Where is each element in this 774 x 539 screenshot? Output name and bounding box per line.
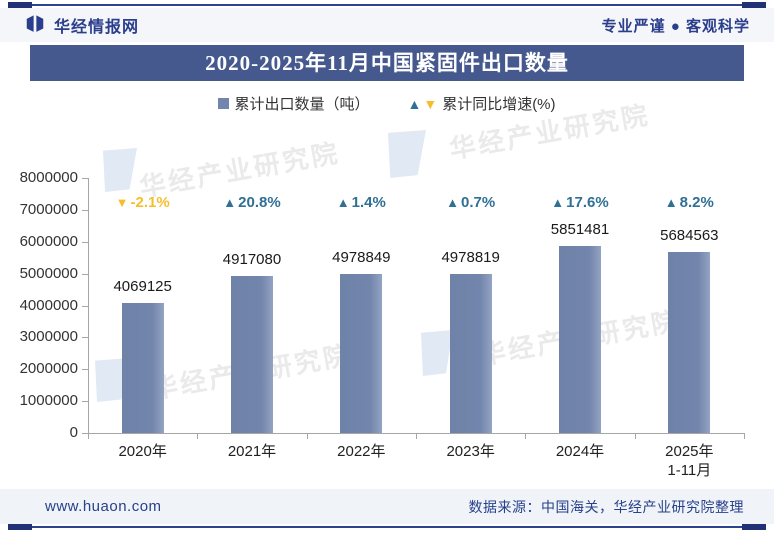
y-axis-tick — [82, 401, 88, 403]
bar-value-label: 5851481 — [550, 221, 610, 238]
top-border-cap-left — [8, 2, 32, 8]
brand: 华经情报网 — [24, 13, 139, 37]
brand-name: 华经情报网 — [54, 19, 140, 36]
data-source-note: 数据来源：中国海关，华经产业研究院整理 — [468, 498, 744, 515]
bar-value-label: 4978849 — [332, 249, 391, 266]
y-axis-tick — [82, 273, 88, 275]
up-triangle-icon: ▲ — [446, 195, 459, 210]
y-axis-tick — [82, 433, 88, 434]
y-axis-label: 1000000 — [19, 392, 78, 410]
bar — [449, 274, 492, 433]
y-axis-tick — [82, 305, 88, 307]
bar-value-label: 4978819 — [441, 249, 500, 266]
y-axis-label: 5000000 — [19, 264, 78, 282]
top-border-cap-right — [742, 2, 766, 8]
bar — [231, 276, 273, 433]
y-axis-tick — [82, 209, 88, 211]
watermark-flag-icon — [421, 330, 453, 376]
up-triangle-icon: ▲ — [407, 95, 422, 112]
watermark-flag-icon — [388, 130, 426, 178]
x-axis-tick — [525, 433, 527, 439]
bar-value-label: 5684563 — [660, 227, 719, 244]
up-triangle-icon: ▲ — [336, 195, 350, 210]
bottom-border-cap-left — [8, 524, 32, 530]
x-axis-tick — [416, 433, 417, 439]
bar — [340, 274, 383, 433]
legend-bars-label: 累计出口数量（吨） — [234, 96, 370, 113]
y-axis-label: 0 — [69, 424, 78, 441]
growth-marker: ▲ 0.7% — [446, 194, 496, 211]
chart-title: 2020-2025年11月中国紧固件出口数量 — [205, 51, 569, 75]
footer-bar: www.huaon.com 数据来源：中国海关，华经产业研究院整理 — [0, 489, 774, 524]
y-axis-label: 2000000 — [19, 360, 78, 378]
up-triangle-icon: ▲ — [223, 195, 237, 210]
growth-marker: ▼ -2.1% — [115, 194, 170, 211]
x-axis-label: 2023年 — [446, 443, 495, 460]
x-axis-tick — [88, 433, 89, 439]
x-axis-label: 2022年 — [337, 443, 386, 460]
header-slogan: 专业严谨 ● 客观科学 — [601, 17, 750, 35]
bar-value-label: 4917080 — [222, 251, 282, 268]
y-axis-tick — [82, 337, 88, 339]
x-axis-label: 2025年 1-11月 — [665, 443, 714, 479]
top-border-line — [8, 4, 766, 6]
legend: 累计出口数量（吨） ▲ ▼ 累计同比增速(%) — [0, 93, 774, 114]
bar-series-swatch — [218, 98, 230, 109]
up-triangle-icon: ▲ — [664, 195, 678, 210]
y-axis-label: 8000000 — [19, 169, 78, 186]
legend-item-bars: 累计出口数量（吨） — [218, 93, 369, 114]
x-axis-tick — [306, 433, 308, 439]
x-axis-tick — [197, 433, 199, 439]
bar — [121, 303, 164, 433]
growth-marker: ▲ 8.2% — [664, 194, 714, 211]
bar — [559, 246, 601, 433]
y-axis-label: 3000000 — [19, 328, 78, 346]
x-axis-tick — [744, 433, 745, 439]
x-axis-label: 2021年 — [227, 443, 277, 460]
x-axis-tick — [634, 433, 636, 439]
growth-marker: ▲ 17.6% — [551, 194, 609, 211]
y-axis-tick — [82, 369, 88, 371]
legend-growth-label: 累计同比增速(%) — [442, 96, 556, 113]
brand-logo-icon — [24, 14, 46, 36]
bottom-border-line — [8, 526, 766, 528]
y-axis-label: 7000000 — [19, 200, 78, 218]
chart-title-bar: 2020-2025年11月中国紧固件出口数量 — [30, 45, 744, 81]
bar-value-label: 4069125 — [113, 278, 172, 295]
y-axis-tick — [82, 178, 88, 179]
down-triangle-icon: ▼ — [423, 95, 438, 112]
y-axis-line — [88, 178, 89, 434]
footer-site-link[interactable]: www.huaon.com — [45, 498, 162, 515]
watermark-flag-icon — [103, 148, 137, 192]
header-bar: 华经情报网 专业严谨 ● 客观科学 — [0, 8, 774, 42]
growth-marker: ▲ 20.8% — [223, 194, 281, 211]
up-triangle-icon: ▲ — [551, 195, 565, 210]
y-axis-label: 4000000 — [19, 296, 78, 314]
bar — [668, 252, 711, 433]
x-axis-label: 2020年 — [118, 443, 167, 460]
bottom-border-cap-right — [742, 524, 766, 530]
growth-marker: ▲ 1.4% — [336, 194, 386, 211]
y-axis-label: 6000000 — [19, 232, 78, 250]
down-triangle-icon: ▼ — [115, 195, 129, 210]
x-axis-label: 2024年 — [555, 443, 605, 460]
legend-item-growth: ▲ ▼ 累计同比增速(%) — [407, 93, 555, 114]
y-axis-tick — [82, 241, 88, 243]
